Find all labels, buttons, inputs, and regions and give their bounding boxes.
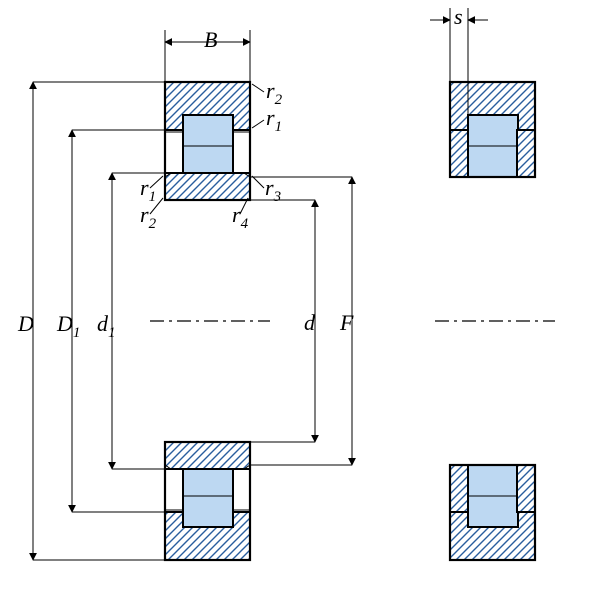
label-D1: D: [56, 311, 73, 336]
svg-text:r1: r1: [266, 105, 282, 135]
inner-ring-bot-left: [165, 442, 250, 469]
label-d: d: [304, 310, 316, 335]
lip-bot-left: [450, 465, 468, 512]
dimensions: [33, 8, 488, 560]
left-section: [150, 82, 270, 560]
svg-text:r2: r2: [266, 78, 283, 108]
svg-text:r1: r1: [140, 175, 156, 205]
svg-text:r4: r4: [232, 202, 249, 232]
label-B: B: [204, 27, 217, 52]
label-F: F: [339, 310, 354, 335]
svg-text:B: B: [204, 27, 217, 52]
svg-text:D1: D1: [56, 311, 80, 341]
svg-text:F: F: [339, 310, 354, 335]
svg-text:r2: r2: [140, 202, 157, 232]
lip-top-left: [450, 130, 468, 177]
lip-bot-right: [517, 465, 535, 512]
svg-text:D: D: [17, 311, 34, 336]
right-section: [435, 82, 555, 560]
svg-text:s: s: [454, 4, 463, 29]
inner-ring-top-left: [165, 173, 250, 200]
bearing-diagram: D D1 d1 d F B s r2 r1 r1 r2 r3 r4: [0, 0, 600, 600]
lip-top-right: [517, 130, 535, 177]
label-s: s: [454, 4, 463, 29]
svg-text:d1: d1: [97, 311, 116, 341]
svg-text:d: d: [304, 310, 316, 335]
label-D: D: [17, 311, 34, 336]
